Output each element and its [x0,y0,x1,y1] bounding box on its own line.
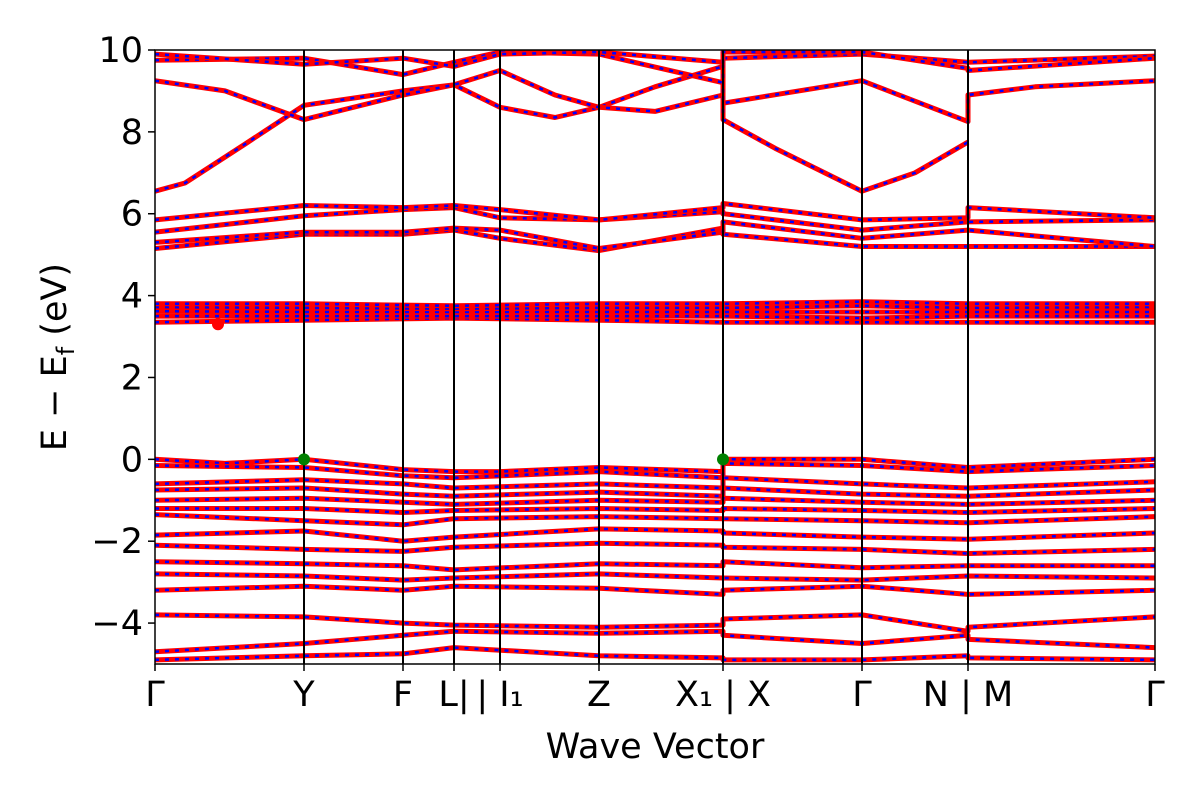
band-22-red [155,559,1155,573]
x-tick-label-6: X₁ | X [675,675,771,715]
x-tick-label-4: | I₁ [476,675,523,715]
x-tick-label-8: N | M [923,675,1013,715]
x-tick-label-2: F [393,675,413,715]
band-1-blue [155,69,1155,124]
x-tick-label-7: Γ [852,675,872,715]
band-17-red [155,495,1155,507]
band-12-red [155,299,1155,309]
y-axis-title-sub: f [52,346,80,355]
band-13-red [155,456,1155,475]
y-ticks-layer: −4 −2 0 2 4 6 8 10 [91,31,155,644]
x-tick-label-9: Γ [1145,675,1165,715]
y-tick-label-7: 10 [98,31,143,71]
markers-layer [212,318,729,466]
x-tick-label-3: L| [438,675,469,715]
band-8-red [155,315,1155,325]
y-tick-label-0: −4 [91,604,143,644]
band-21-blue [155,541,1155,555]
y-axis-title-main: E − E [35,355,75,451]
y-tick-label-6: 8 [121,113,143,153]
band-0-red [155,63,970,194]
x-tick-label-0: Γ [145,675,165,715]
x-tick-label-5: Z [587,675,611,715]
band-4-blue [155,226,1155,252]
band-9-blue [155,314,1155,320]
band-23-blue [155,572,1155,582]
y-tick-label-4: 4 [121,277,143,317]
band-10-red [155,308,1155,315]
band-11-red [155,303,1155,312]
band-14-red [155,460,1155,481]
band-3-blue [155,50,1155,72]
y-tick-label-2: 0 [121,440,143,480]
y-tick-label-5: 6 [121,195,143,235]
x-ticks-layer: Γ Y F L| | I₁ Z X₁ | X Γ N | M Γ [145,664,1165,715]
y-tick-label-1: −2 [91,522,143,562]
x-axis-title: Wave Vector [546,727,765,767]
y-axis-title: E − Ef (eV) [35,263,80,451]
band-16-red [155,485,1155,499]
band-24-red [155,583,1155,597]
x-tick-label-1: Y [292,675,315,715]
plot-frame [154,49,1156,665]
band-18-blue [155,507,1155,514]
marker-1 [717,453,729,466]
band-15-blue [155,476,1155,490]
marker-0 [298,453,310,466]
marker-2 [212,318,224,331]
band-20-blue [155,527,1155,543]
kpoint-lines-layer [303,50,969,664]
y-axis-title-unit: (eV) [35,263,75,347]
band-19-blue [155,513,1155,527]
y-tick-label-3: 2 [121,358,143,398]
